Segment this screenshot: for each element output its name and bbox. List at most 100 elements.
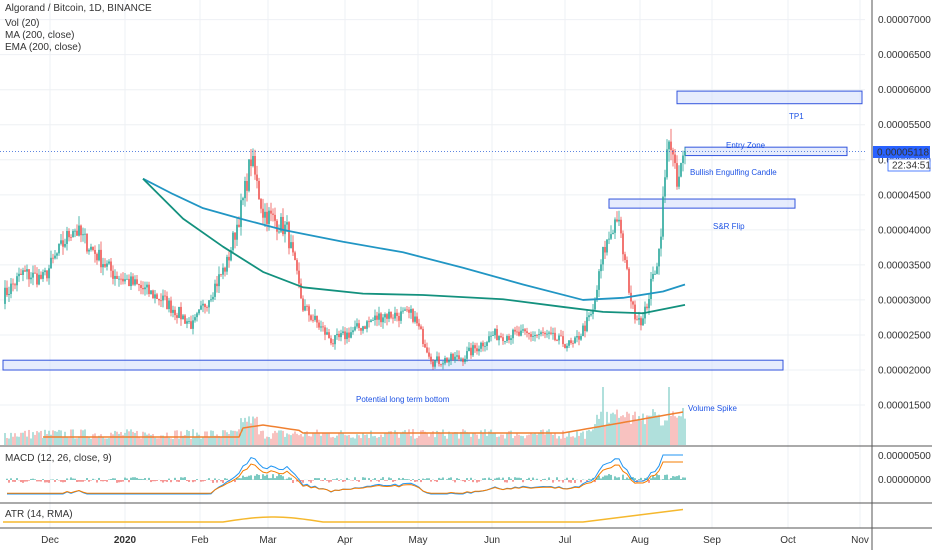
candle-body[interactable] (12, 283, 14, 285)
candle-body[interactable] (588, 315, 590, 318)
candle-body[interactable] (120, 278, 122, 280)
candle-body[interactable] (124, 279, 126, 282)
candle-body[interactable] (258, 180, 260, 200)
candle-body[interactable] (510, 338, 512, 340)
candle-body[interactable] (98, 249, 100, 261)
candle-body[interactable] (160, 300, 162, 302)
candle-body[interactable] (548, 332, 550, 334)
candle-body[interactable] (326, 332, 328, 335)
candle-body[interactable] (576, 336, 578, 338)
candle-body[interactable] (616, 219, 618, 222)
candle-body[interactable] (608, 238, 610, 240)
candle-body[interactable] (198, 309, 200, 314)
candle-body[interactable] (540, 332, 542, 335)
candle-body[interactable] (638, 318, 640, 320)
candle-body[interactable] (62, 240, 64, 247)
candle-body[interactable] (192, 320, 194, 329)
candle-body[interactable] (624, 254, 626, 260)
candle-body[interactable] (628, 268, 630, 293)
candle-body[interactable] (224, 267, 226, 272)
candle-body[interactable] (218, 274, 220, 287)
candle-body[interactable] (452, 353, 454, 360)
candle-body[interactable] (610, 234, 612, 239)
candle-body[interactable] (342, 331, 344, 334)
candle-body[interactable] (598, 271, 600, 290)
candle-body[interactable] (442, 363, 444, 365)
candle-body[interactable] (404, 309, 406, 311)
candle-body[interactable] (440, 363, 442, 365)
candle-body[interactable] (70, 237, 72, 239)
candle-body[interactable] (158, 298, 160, 301)
candle-body[interactable] (138, 283, 140, 286)
candle-body[interactable] (110, 261, 112, 271)
candle-body[interactable] (648, 299, 650, 309)
candle-body[interactable] (20, 273, 22, 275)
candle-body[interactable] (46, 270, 48, 279)
candle-body[interactable] (194, 317, 196, 321)
candle-body[interactable] (500, 336, 502, 338)
candle-body[interactable] (196, 313, 198, 318)
candle-body[interactable] (126, 278, 128, 280)
candle-body[interactable] (312, 319, 314, 321)
price-badge[interactable] (873, 146, 930, 158)
candle-body[interactable] (200, 305, 202, 310)
candle-body[interactable] (216, 283, 218, 287)
candle-body[interactable] (468, 347, 470, 352)
zone-box-sr_flip[interactable] (608, 198, 796, 209)
candle-body[interactable] (54, 255, 56, 259)
candle-body[interactable] (38, 274, 40, 285)
candle-body[interactable] (620, 219, 622, 234)
candle-body[interactable] (116, 275, 118, 279)
candle-body[interactable] (4, 287, 6, 304)
candle-body[interactable] (636, 319, 638, 321)
candle-body[interactable] (506, 336, 508, 342)
candle-body[interactable] (424, 344, 426, 348)
candle-body[interactable] (60, 240, 62, 244)
candle-body[interactable] (324, 327, 326, 335)
candle-body[interactable] (508, 336, 510, 340)
candle-body[interactable] (50, 257, 52, 269)
candle-body[interactable] (144, 287, 146, 290)
candle-body[interactable] (650, 278, 652, 300)
candle-body[interactable] (332, 343, 334, 345)
candle-body[interactable] (202, 303, 204, 306)
candle-body[interactable] (290, 242, 292, 249)
candle-body[interactable] (642, 318, 644, 326)
candle-body[interactable] (274, 214, 276, 221)
candle-body[interactable] (374, 315, 376, 321)
candle-body[interactable] (502, 337, 504, 342)
candle-body[interactable] (524, 329, 526, 332)
candle-body[interactable] (340, 333, 342, 338)
candle-body[interactable] (640, 318, 642, 326)
candle-body[interactable] (146, 284, 148, 288)
candle-body[interactable] (88, 249, 90, 252)
candle-body[interactable] (432, 361, 434, 367)
candle-body[interactable] (8, 293, 10, 296)
candle-body[interactable] (470, 347, 472, 356)
candle-body[interactable] (82, 234, 84, 236)
candle-body[interactable] (386, 314, 388, 319)
candle-body[interactable] (210, 299, 212, 301)
candle-body[interactable] (494, 328, 496, 336)
candle-body[interactable] (330, 338, 332, 344)
candle-body[interactable] (438, 356, 440, 364)
candle-body[interactable] (42, 272, 44, 279)
candle-body[interactable] (444, 358, 446, 364)
candle-body[interactable] (550, 332, 552, 334)
candle-body[interactable] (296, 260, 298, 271)
candle-body[interactable] (262, 208, 264, 218)
candle-body[interactable] (168, 300, 170, 310)
candle-body[interactable] (74, 230, 76, 232)
candle-body[interactable] (428, 352, 430, 357)
candle-body[interactable] (34, 272, 36, 274)
candle-body[interactable] (32, 272, 34, 278)
candle-body[interactable] (40, 274, 42, 279)
candle-body[interactable] (292, 242, 294, 253)
candle-body[interactable] (352, 330, 354, 333)
candle-body[interactable] (566, 345, 568, 349)
candle-body[interactable] (338, 333, 340, 338)
price-candles[interactable] (4, 128, 686, 370)
candle-body[interactable] (532, 336, 534, 337)
candle-body[interactable] (276, 220, 278, 232)
candle-body[interactable] (558, 335, 560, 341)
